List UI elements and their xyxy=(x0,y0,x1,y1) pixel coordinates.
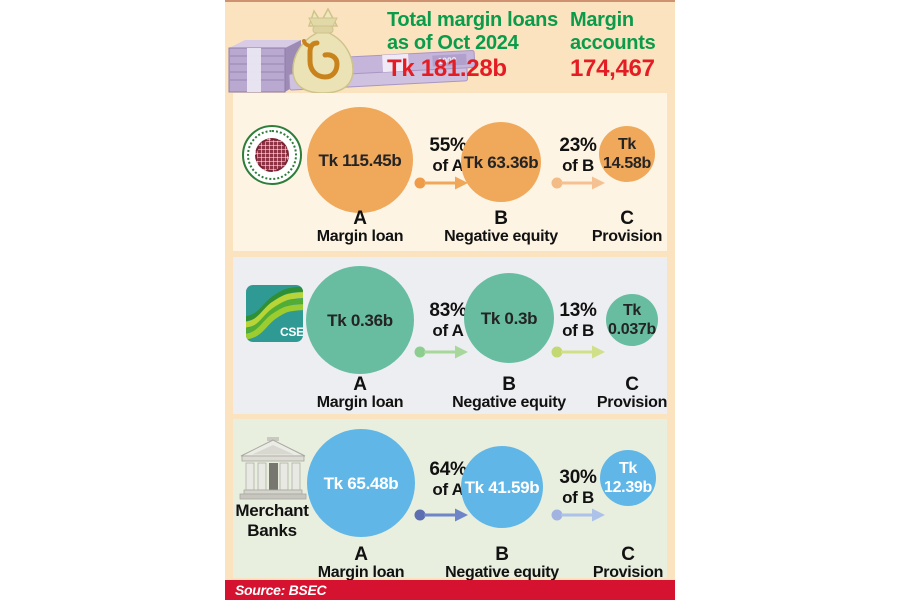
circle-label: Provision xyxy=(592,564,664,581)
bubble-margin-loan: Tk 115.45b xyxy=(307,107,413,213)
percent-of: of B xyxy=(562,321,594,340)
axis-label-a: A Margin loan xyxy=(316,208,404,245)
circle-label: Margin loan xyxy=(316,394,404,411)
cse-logo-icon: CSE xyxy=(246,285,303,342)
circle-letter: A xyxy=(353,208,367,229)
org-label-line2: Banks xyxy=(247,521,297,540)
flow-percent: 64% of A xyxy=(429,460,466,500)
money-bag-icon xyxy=(292,7,354,94)
bubble-negative-equity: Tk 63.36b xyxy=(461,122,541,202)
circle-letter: C xyxy=(621,544,635,565)
taka-symbol-icon xyxy=(307,40,340,80)
circle-label: Margin loan xyxy=(317,564,405,581)
section-dse: Tk 115.45b 55% of A Tk 63.36b 23% of B xyxy=(233,93,667,251)
percent-value: 55% xyxy=(429,135,467,156)
axis-label-b: B Negative equity xyxy=(444,208,558,245)
flow-arrow-icon xyxy=(551,508,605,522)
flow-percent: 55% of A xyxy=(429,136,466,176)
header-title: Total margin loans as of Oct 2024 Tk 181… xyxy=(387,9,558,82)
header: 1000 Total margin loans as of Oct 2024 T… xyxy=(225,0,675,94)
circle-label: Margin loan xyxy=(316,228,404,245)
axis-label-c: C Provision xyxy=(596,374,668,411)
bubble-negative-equity: Tk 41.59b xyxy=(461,446,543,528)
percent-value: 13% xyxy=(559,300,597,321)
axis-label-a: A Margin loan xyxy=(317,544,405,581)
flow-percent: 30% of B xyxy=(559,468,596,508)
bubble-margin-loan: Tk 0.36b xyxy=(306,266,414,374)
bubble-provision: Tk 14.58b xyxy=(599,126,655,182)
percent-value: 64% xyxy=(429,459,467,480)
circle-letter: A xyxy=(354,544,368,565)
circle-letter: B xyxy=(495,544,509,565)
flow-arrow-icon xyxy=(414,176,468,190)
source-text: Source: BSEC xyxy=(235,582,327,598)
dse-seal-ring xyxy=(247,130,297,180)
bubble-value: Tk 65.48b xyxy=(323,473,399,493)
percent-value: 83% xyxy=(429,300,467,321)
axis-label-c: C Provision xyxy=(592,544,664,581)
source-bar: Source: BSEC xyxy=(225,580,675,600)
percent-of: of A xyxy=(432,321,464,340)
axis-label-b: B Negative equity xyxy=(445,544,559,581)
bubble-value: Tk 12.39b xyxy=(603,460,652,496)
bubble-value: Tk 0.3b xyxy=(480,308,538,328)
money-bag-banknotes-icon: 1000 xyxy=(228,7,476,94)
banknote-denomination: 1000 xyxy=(437,55,457,66)
bubble-margin-loan: Tk 65.48b xyxy=(307,429,415,537)
dse-seal-core xyxy=(255,138,289,172)
percent-of: of A xyxy=(432,156,464,175)
header-accounts: Margin accounts 174,467 xyxy=(570,9,656,82)
axis-label-c: C Provision xyxy=(591,208,663,245)
top-border-line xyxy=(225,0,675,2)
bubble-value: Tk 63.36b xyxy=(463,152,539,172)
bubble-value: Tk 14.58b xyxy=(602,136,651,172)
flow-arrow-icon xyxy=(414,345,468,359)
percent-value: 30% xyxy=(559,467,597,488)
flow-percent: 13% of B xyxy=(559,301,596,341)
bubble-negative-equity: Tk 0.3b xyxy=(464,273,554,363)
flow-percent: 83% of A xyxy=(429,301,466,341)
bubble-value: Tk 0.037b xyxy=(607,302,656,338)
circle-letter: B xyxy=(494,208,508,229)
circle-letter: C xyxy=(620,208,634,229)
circle-label: Provision xyxy=(591,228,663,245)
cse-logo-text: CSE xyxy=(280,325,303,339)
accounts-label-line1: Margin xyxy=(570,9,634,31)
circle-letter: C xyxy=(625,374,639,395)
header-title-line2: as of Oct 2024 xyxy=(387,32,519,54)
circle-label: Negative equity xyxy=(444,228,558,245)
bubble-value: Tk 41.59b xyxy=(464,477,540,497)
axis-label-b: B Negative equity xyxy=(452,374,566,411)
header-title-line1: Total margin loans xyxy=(387,9,558,31)
org-label-line1: Merchant xyxy=(235,501,309,520)
flow-arrow-icon xyxy=(551,345,605,359)
percent-value: 23% xyxy=(559,135,597,156)
merchant-banks-label: Merchant Banks xyxy=(235,501,308,541)
infographic-frame: 1000 Total margin loans as of Oct 2024 T… xyxy=(225,0,675,600)
percent-of: of B xyxy=(562,488,594,507)
circle-label: Negative equity xyxy=(445,564,559,581)
section-merchant-banks: Merchant Banks Tk 65.48b 64% of A Tk 41.… xyxy=(233,419,667,581)
circle-letter: B xyxy=(502,374,516,395)
accounts-value: 174,467 xyxy=(570,55,655,82)
header-total-value: Tk 181.28b xyxy=(387,55,507,82)
circle-label: Provision xyxy=(596,394,668,411)
accounts-label-line2: accounts xyxy=(570,32,656,54)
circle-letter: A xyxy=(353,374,367,395)
bubble-value: Tk 115.45b xyxy=(318,150,402,170)
dse-seal-icon xyxy=(242,125,302,185)
flow-percent: 23% of B xyxy=(559,136,596,176)
percent-of: of A xyxy=(432,480,464,499)
percent-of: of B xyxy=(562,156,594,175)
flow-arrow-icon xyxy=(551,176,605,190)
section-cse: CSE Tk 0.36b 83% of A Tk 0.3b 13% of B xyxy=(233,257,667,414)
bubble-provision: Tk 12.39b xyxy=(600,450,656,506)
bank-building-icon xyxy=(239,437,307,500)
bubble-value: Tk 0.36b xyxy=(327,310,393,330)
axis-label-a: A Margin loan xyxy=(316,374,404,411)
flow-arrow-icon xyxy=(414,508,468,522)
bubble-provision: Tk 0.037b xyxy=(606,294,658,346)
circle-label: Negative equity xyxy=(452,394,566,411)
